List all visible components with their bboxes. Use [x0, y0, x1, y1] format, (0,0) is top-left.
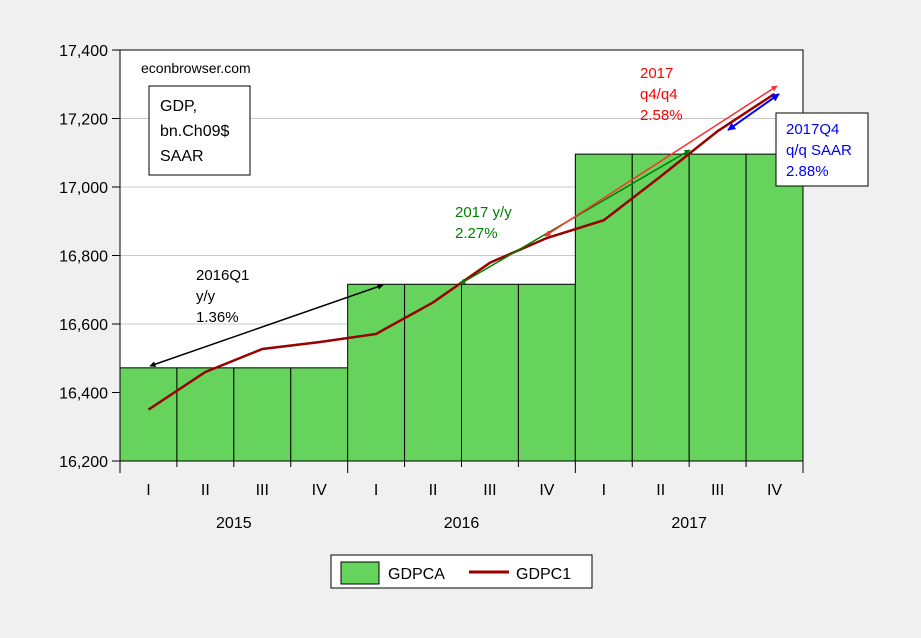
- quarter-label: III: [256, 482, 269, 499]
- year-label: 2016: [444, 515, 480, 532]
- units-text: GDP,: [160, 98, 197, 115]
- quarter-label: II: [656, 482, 665, 499]
- year-label: 2015: [216, 515, 252, 532]
- quarter-label: I: [146, 482, 150, 499]
- annotation-text: 2017Q4: [786, 121, 839, 138]
- units-text: SAAR: [160, 148, 204, 165]
- y-tick-label: 17,000: [59, 180, 108, 197]
- legend-label-gdpc1: GDPC1: [516, 566, 571, 583]
- bar: [404, 283, 463, 462]
- annotation-text: 2.88%: [786, 163, 829, 180]
- quarter-label: III: [483, 482, 496, 499]
- quarter-label: I: [602, 482, 606, 499]
- annotation-text: q/q SAAR: [786, 142, 852, 159]
- year-label: 2017: [671, 515, 707, 532]
- quarter-label: II: [429, 482, 438, 499]
- y-tick-label: 16,400: [59, 386, 108, 403]
- bar: [688, 153, 747, 462]
- quarter-label: IV: [767, 482, 782, 499]
- y-tick-label: 16,200: [59, 454, 108, 471]
- units-text: bn.Ch09$: [160, 123, 229, 140]
- annotation-text: 2017: [640, 65, 673, 82]
- annotation-text: y/y: [196, 288, 216, 305]
- y-tick-label: 17,400: [59, 43, 108, 60]
- bar: [461, 283, 519, 462]
- quarter-label: II: [201, 482, 210, 499]
- bar: [290, 367, 349, 462]
- units-box: [148, 85, 251, 176]
- arrow-2017q4-qq: [727, 93, 780, 131]
- annotation-box: [775, 112, 869, 187]
- bar: [745, 153, 804, 462]
- annotation-text: 2.27%: [455, 225, 498, 242]
- bar: [517, 283, 576, 462]
- annotation-text: 2.58%: [640, 107, 683, 124]
- legend-swatch-gdpca: [340, 561, 380, 585]
- annotation-text: 1.36%: [196, 309, 239, 326]
- y-tick-label: 16,800: [59, 249, 108, 266]
- annotation-text: 2017 y/y: [455, 204, 512, 221]
- y-tick-label: 17,200: [59, 112, 108, 129]
- bar: [119, 367, 178, 462]
- quarter-label: IV: [539, 482, 554, 499]
- bar: [347, 283, 406, 462]
- y-tick-label: 16,600: [59, 317, 108, 334]
- quarter-label: III: [711, 482, 724, 499]
- bar: [233, 367, 292, 462]
- annotation-text: 2016Q1: [196, 267, 249, 284]
- bar: [176, 367, 235, 462]
- legend-label-gdpca: GDPCA: [388, 566, 445, 583]
- annotation-text: q4/q4: [640, 86, 678, 103]
- bar: [631, 153, 690, 462]
- arrow-2016q1: [149, 283, 384, 368]
- quarter-label: I: [374, 482, 378, 499]
- watermark: econbrowser.com: [141, 60, 251, 76]
- quarter-label: IV: [312, 482, 327, 499]
